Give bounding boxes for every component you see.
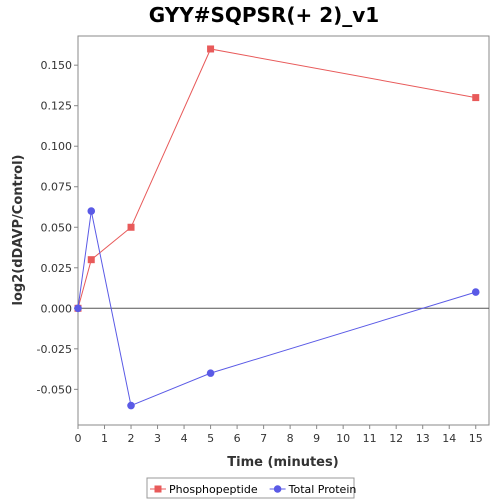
x-tick-label: 4 xyxy=(181,432,188,445)
x-tick-label: 13 xyxy=(416,432,430,445)
y-tick-label: 0.100 xyxy=(41,140,73,153)
legend-label-phosphopeptide: Phosphopeptide xyxy=(169,483,258,496)
x-tick-label: 6 xyxy=(234,432,241,445)
y-tick-label: 0.075 xyxy=(41,181,73,194)
x-tick-label: 9 xyxy=(313,432,320,445)
y-tick-label: 0.150 xyxy=(41,59,73,72)
x-tick-label: 15 xyxy=(469,432,483,445)
total-protein-point xyxy=(471,288,480,296)
phosphopeptide-point xyxy=(472,94,480,102)
x-tick-label: 11 xyxy=(363,432,377,445)
series-layer xyxy=(74,45,480,410)
legend-box xyxy=(146,477,355,499)
phosphopeptide-point xyxy=(207,45,215,53)
x-tick-label: 0 xyxy=(75,432,82,445)
x-tick-label: 1 xyxy=(101,432,108,445)
y-tick-label: 0.125 xyxy=(41,100,73,113)
total-protein-point xyxy=(206,369,215,377)
y-tick-label: -0.025 xyxy=(37,343,72,356)
legend-marker-total-protein xyxy=(273,485,282,493)
x-tick-label: 12 xyxy=(389,432,403,445)
y-axis-title: log2(dDAVP/Control) xyxy=(11,155,26,306)
x-tick-label: 14 xyxy=(442,432,456,445)
y-axis: -0.050 -0.025 0.000 0.025 0.050 0.075 0.100 0.1… xyxy=(37,59,78,396)
legend: Phosphopeptide Total Protein xyxy=(150,483,356,496)
x-tick-label: 10 xyxy=(336,432,350,445)
chart-title: GYY#SQPSR(+ 2)_v1 xyxy=(149,3,379,27)
x-axis-title: Time (minutes) xyxy=(227,455,338,470)
plot-area xyxy=(77,35,490,426)
x-tick-label: 2 xyxy=(128,432,135,445)
x-tick-label: 3 xyxy=(154,432,161,445)
phosphopeptide-point xyxy=(127,223,135,231)
legend-marker-phosphopeptide xyxy=(154,485,162,493)
total-protein-point xyxy=(74,304,82,313)
y-tick-label: 0.025 xyxy=(41,262,73,275)
y-tick-label: 0.050 xyxy=(41,221,73,234)
total-protein-point xyxy=(127,401,135,410)
total-protein-point xyxy=(87,207,96,215)
x-tick-label: 7 xyxy=(260,432,267,445)
y-tick-label: -0.050 xyxy=(37,383,72,396)
y-tick-label: 0.000 xyxy=(41,302,73,315)
phosphopeptide-point xyxy=(87,256,95,264)
x-axis: 0 1 2 3 4 5 6 7 8 9 10 11 12 13 14 15 xyxy=(75,425,483,445)
x-tick-label: 5 xyxy=(207,432,214,445)
x-tick-label: 8 xyxy=(287,432,294,445)
legend-label-total-protein: Total Protein xyxy=(288,483,357,496)
